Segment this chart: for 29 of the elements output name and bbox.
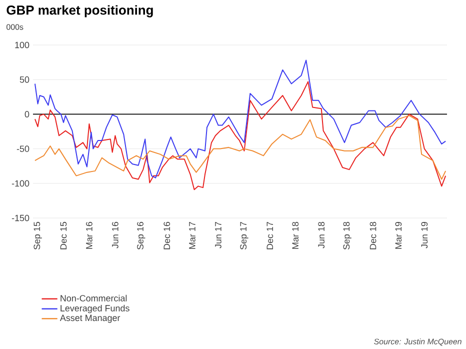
x-tick-label: Sep 18	[343, 222, 352, 250]
chart-title: GBP market positioning	[6, 5, 153, 18]
line-series	[34, 115, 446, 180]
x-tick-label: Sep 15	[34, 222, 42, 250]
y-tick-label: -100	[12, 180, 30, 187]
y-tick-label: -150	[12, 214, 30, 222]
y-tick-label: -50	[16, 146, 30, 152]
x-tick-label: Mar 18	[292, 222, 299, 249]
line-series	[34, 60, 446, 178]
x-tick-label: Jun 16	[112, 222, 118, 248]
line-series	[34, 81, 446, 190]
legend-label: Asset Manager	[60, 314, 120, 323]
x-tick-label: Jun 18	[318, 222, 325, 248]
x-tick-label: Jun 17	[215, 222, 222, 248]
x-tick-label: Dec 15	[60, 222, 67, 250]
x-tick-label: Dec 18	[370, 222, 376, 250]
x-tick-label: Mar 19	[395, 222, 402, 249]
x-tick-label: Mar 17	[189, 222, 196, 249]
legend-label: Leveraged Funds	[60, 304, 130, 314]
x-tick-label: Dec 17	[266, 222, 274, 250]
x-tick-label: Mar 16	[86, 222, 92, 249]
x-tick-label: Sep 17	[240, 222, 248, 250]
y-tick-label: 50	[20, 76, 30, 83]
legend-label: Non-Commercial	[60, 294, 127, 302]
y-tick-label: 0	[24, 111, 30, 118]
y-tick-label: 100	[15, 42, 30, 48]
x-tick-label: Jun 19	[421, 222, 428, 248]
x-tick-label: Sep 16	[137, 222, 146, 250]
x-tick-label: Dec 16	[164, 222, 170, 250]
